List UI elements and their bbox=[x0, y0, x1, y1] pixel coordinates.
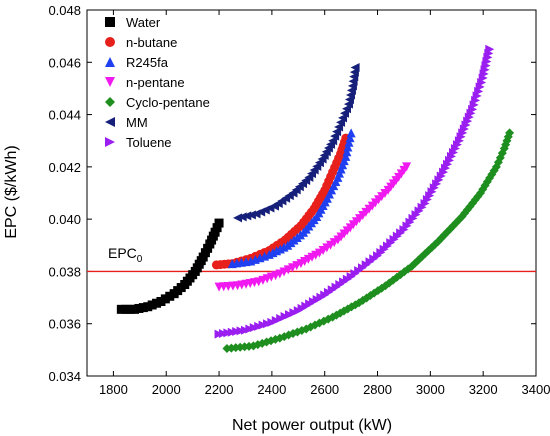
legend-marker bbox=[105, 97, 115, 107]
y-tick-label: 0.042 bbox=[48, 160, 81, 175]
x-tick-label: 3400 bbox=[522, 382, 550, 397]
data-point bbox=[420, 198, 430, 208]
svg-text:EPC0: EPC0 bbox=[108, 245, 143, 265]
data-point bbox=[432, 179, 442, 189]
series-mm bbox=[233, 63, 360, 223]
legend-item-n-butane: n-butane bbox=[105, 35, 177, 50]
plot-frame bbox=[86, 9, 537, 377]
series-r245fa bbox=[227, 128, 356, 269]
legend-item-mm: MM bbox=[105, 115, 148, 130]
x-tick-label: 2800 bbox=[363, 382, 392, 397]
legend-item-cyclo-pentane: Cyclo-pentane bbox=[105, 95, 210, 110]
data-point bbox=[434, 175, 444, 185]
data-point bbox=[233, 213, 243, 223]
legend-item-r245fa: R245fa bbox=[105, 55, 169, 70]
y-axis-label: EPC ($/kWh) bbox=[3, 145, 20, 238]
data-point bbox=[427, 187, 437, 197]
data-point bbox=[341, 151, 351, 161]
x-tick-label: 1800 bbox=[99, 382, 128, 397]
data-point bbox=[402, 162, 412, 172]
data-point bbox=[214, 218, 224, 228]
x-tick-label: 2400 bbox=[257, 382, 286, 397]
data-point bbox=[212, 223, 222, 233]
data-point bbox=[425, 191, 435, 201]
legend-label: R245fa bbox=[126, 55, 169, 70]
data-point bbox=[413, 255, 423, 265]
data-point bbox=[422, 195, 432, 205]
legend-item-n-pentane: n-pentane bbox=[105, 75, 185, 90]
series-n-pentane bbox=[214, 162, 412, 292]
data-point bbox=[346, 128, 356, 138]
legend-marker bbox=[105, 117, 115, 127]
legend-item-toluene: Toluene bbox=[105, 135, 172, 150]
data-point bbox=[344, 137, 354, 147]
y-tick-label: 0.044 bbox=[48, 108, 81, 123]
legend-marker bbox=[105, 17, 115, 27]
legend-label: MM bbox=[126, 115, 148, 130]
data-point bbox=[342, 147, 352, 157]
x-tick-label: 2000 bbox=[152, 382, 181, 397]
data-point bbox=[343, 142, 353, 152]
legend-label: Cyclo-pentane bbox=[126, 95, 210, 110]
y-tick-label: 0.048 bbox=[48, 3, 81, 18]
data-point bbox=[485, 44, 495, 54]
series-toluene bbox=[214, 44, 495, 339]
legend-marker bbox=[105, 137, 115, 147]
legend-marker bbox=[105, 77, 115, 87]
x-tick-label: 2600 bbox=[310, 382, 339, 397]
x-tick-label: 2200 bbox=[205, 382, 234, 397]
series-water bbox=[116, 218, 224, 314]
x-tick-label: 3200 bbox=[469, 382, 498, 397]
reference-label-subscript: 0 bbox=[137, 254, 143, 265]
y-tick-label: 0.034 bbox=[48, 369, 81, 384]
plot-area: 1800 2000 2200 2400 2600 2800 3000 3200 3400 0.03… bbox=[48, 3, 550, 397]
legend-item-water: Water bbox=[105, 15, 161, 30]
data-point bbox=[429, 183, 439, 193]
legend-label: Toluene bbox=[126, 135, 172, 150]
x-axis-label: Net power output (kW) bbox=[232, 417, 392, 434]
legend-label: Water bbox=[126, 15, 161, 30]
data-point bbox=[242, 211, 252, 221]
y-tick-label: 0.046 bbox=[48, 55, 81, 70]
data-point bbox=[345, 133, 355, 143]
data-point bbox=[436, 171, 446, 181]
legend-marker bbox=[105, 57, 115, 67]
reference-line-label: EPC0 bbox=[108, 245, 143, 265]
legend-label: n-butane bbox=[126, 35, 177, 50]
y-tick-label: 0.040 bbox=[48, 212, 81, 227]
data-point bbox=[505, 128, 515, 138]
y-tick-label: 0.038 bbox=[48, 264, 81, 279]
data-point bbox=[350, 63, 360, 73]
legend: Water n-butane R245fa n-pentane Cyclo-pentan… bbox=[105, 15, 210, 150]
x-tick-label: 3000 bbox=[416, 382, 445, 397]
data-point bbox=[246, 210, 256, 220]
data-point bbox=[237, 212, 247, 222]
legend-label: n-pentane bbox=[126, 75, 185, 90]
series-cyclo-pentane bbox=[222, 128, 515, 354]
legend-marker bbox=[105, 37, 115, 47]
data-point bbox=[210, 227, 220, 237]
reference-label-main: EPC bbox=[108, 245, 137, 261]
y-tick-label: 0.036 bbox=[48, 317, 81, 332]
